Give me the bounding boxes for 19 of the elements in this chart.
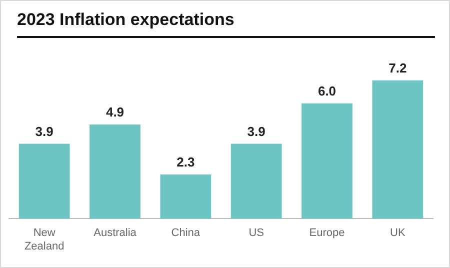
data-label: 2.3 — [176, 154, 195, 170]
x-tick-label: New Zealand — [24, 227, 64, 252]
data-label: 7.2 — [388, 60, 407, 76]
data-label: 3.9 — [35, 124, 54, 139]
bar — [372, 80, 424, 219]
bar — [90, 124, 140, 219]
x-tick-label: China — [171, 227, 201, 240]
bar — [302, 103, 352, 219]
data-label: 4.9 — [106, 104, 124, 120]
chart-title: 2023 Inflation expectations — [17, 10, 435, 38]
bar — [230, 144, 282, 219]
data-label: 3.9 — [247, 124, 266, 139]
x-tick-label: Australia — [94, 227, 138, 240]
x-tick-label: Europe — [309, 227, 345, 240]
bar — [18, 144, 70, 219]
bar — [160, 174, 212, 219]
x-tick-label: US — [248, 227, 264, 240]
x-tick-label: UK — [390, 227, 406, 240]
data-label: 6.0 — [318, 83, 336, 98]
